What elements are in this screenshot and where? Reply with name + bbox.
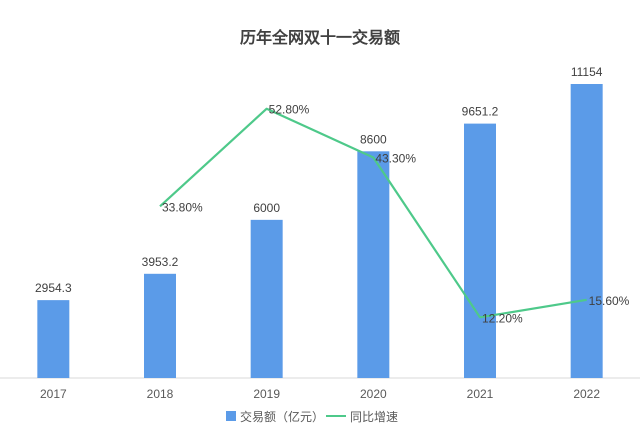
- legend-line-label: 同比增速: [350, 410, 398, 424]
- line-label-2022: 15.60%: [589, 294, 630, 308]
- bar-label-2022: 11154: [571, 65, 603, 79]
- chart-title: 历年全网双十一交易额: [239, 28, 400, 47]
- bar-label-2017: 2954.3: [35, 281, 72, 295]
- bar-2022: [570, 84, 603, 378]
- x-tick-2019: 2019: [253, 387, 280, 401]
- line-label-2021: 12.20%: [482, 311, 523, 325]
- bar-label-2021: 9651.2: [462, 105, 499, 119]
- bar-label-2019: 6000: [253, 201, 280, 215]
- line-label-2020: 43.30%: [375, 152, 416, 166]
- x-tick-2020: 2020: [360, 387, 387, 401]
- bar-label-2020: 8600: [360, 132, 387, 146]
- bar-label-2018: 3953.2: [142, 255, 179, 269]
- bar-2018: [144, 273, 176, 378]
- bar-2017: [37, 300, 70, 378]
- x-tick-2022: 2022: [573, 387, 600, 401]
- line-label-2018: 33.80%: [162, 200, 203, 214]
- bar-2021: [464, 123, 496, 378]
- bar-2019: [250, 219, 283, 378]
- x-tick-2021: 2021: [467, 387, 494, 401]
- growth-line: [159, 107, 587, 319]
- legend-bar-swatch: [226, 411, 236, 421]
- legend-bar-label: 交易额（亿元）: [240, 409, 324, 424]
- line-label-2019: 52.80%: [269, 103, 310, 117]
- x-tick-2017: 2017: [40, 387, 67, 401]
- x-tick-2018: 2018: [147, 387, 174, 401]
- bar-2020: [357, 151, 390, 378]
